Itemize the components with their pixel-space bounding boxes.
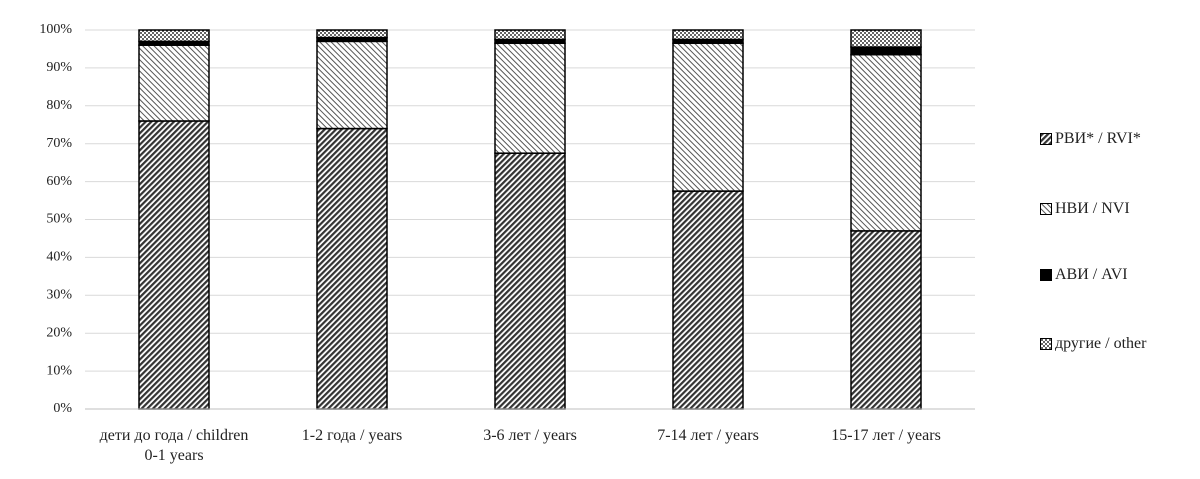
bar-segment	[494, 42, 566, 154]
y-tick-label: 70%	[46, 136, 72, 151]
bar-segment	[850, 53, 922, 232]
legend-entry: другие / other	[1040, 335, 1146, 353]
bar-segment	[138, 120, 210, 410]
y-tick-label: 50%	[46, 212, 72, 227]
bar-segment	[672, 42, 744, 192]
legend-swatch	[1040, 338, 1052, 350]
bar-segment	[672, 190, 744, 410]
x-tick-label: 15-17 лет / years	[831, 427, 941, 444]
legend-label: АВИ / AVI	[1055, 266, 1128, 283]
bar-segment	[494, 152, 566, 410]
bar-segment	[850, 230, 922, 410]
legend-swatch	[1040, 269, 1052, 281]
bar-segment	[850, 46, 922, 56]
y-tick-label: 60%	[46, 174, 72, 189]
bar-segment	[316, 127, 388, 410]
bar-segment	[138, 29, 210, 43]
legend-entry: НВИ / NVI	[1040, 200, 1130, 218]
y-tick-label: 80%	[46, 98, 72, 113]
y-tick-label: 100%	[39, 22, 72, 37]
y-tick-label: 40%	[46, 250, 72, 265]
bar-segment	[316, 40, 388, 130]
bar-segment	[138, 44, 210, 122]
y-tick-label: 30%	[46, 288, 72, 303]
x-tick-label: 7-14 лет / years	[657, 427, 759, 444]
bar-segment	[316, 29, 388, 39]
legend-label: НВИ / NVI	[1055, 200, 1130, 217]
y-tick-label: 20%	[46, 325, 72, 340]
y-tick-label: 0%	[53, 401, 72, 416]
x-tick-label: 1-2 года / years	[301, 427, 403, 444]
y-tick-label: 10%	[46, 363, 72, 378]
legend-entry: АВИ / AVI	[1040, 266, 1128, 284]
legend-entry: РВИ* / RVI*	[1040, 130, 1141, 148]
legend-swatch	[1040, 133, 1052, 145]
x-tick-label: 3-6 лет / years	[483, 427, 577, 444]
y-tick-label: 90%	[46, 60, 72, 75]
legend-swatch	[1040, 203, 1052, 215]
x-tick-label: дети до года / children 0-1 years	[99, 427, 249, 464]
bar-segment	[672, 29, 744, 41]
legend-label: другие / other	[1055, 335, 1147, 352]
bar-segment	[494, 29, 566, 41]
legend-label: РВИ* / RVI*	[1055, 130, 1141, 147]
bar-segment	[850, 29, 922, 48]
